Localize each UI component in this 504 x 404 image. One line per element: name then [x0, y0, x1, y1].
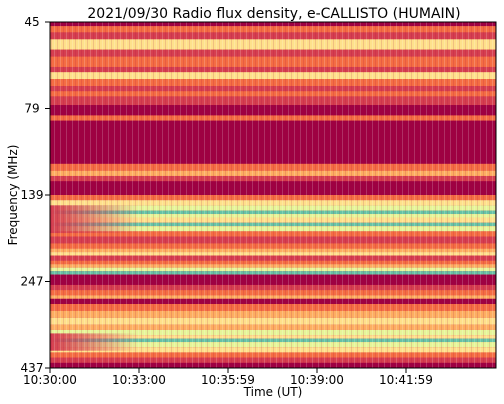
y-tick-label: 437 — [21, 361, 44, 375]
y-tick-label: 139 — [21, 188, 44, 202]
x-axis-label: Time (UT) — [243, 385, 303, 399]
y-tick-label: 45 — [24, 15, 39, 29]
y-tick-label: 79 — [24, 102, 39, 116]
x-tick-label: 10:35:59 — [201, 373, 255, 387]
spectrum-texture — [50, 22, 496, 368]
x-tick-label: 10:39:00 — [290, 373, 344, 387]
x-tick-label: 10:41:59 — [379, 373, 433, 387]
x-tick-label: 10:33:00 — [112, 373, 166, 387]
y-axis-label: Frequency (MHz) — [6, 145, 20, 246]
chart-title: 2021/09/30 Radio flux density, e-CALLIST… — [87, 6, 460, 22]
y-axis: 45 79 139 247 437 — [21, 15, 50, 375]
plot-area — [50, 22, 496, 368]
x-tick-label: 10:30:00 — [23, 373, 77, 387]
y-tick-label: 247 — [21, 275, 44, 289]
x-axis: 10:30:00 10:33:00 10:35:59 10:39:00 10:41:59 — [23, 368, 433, 387]
